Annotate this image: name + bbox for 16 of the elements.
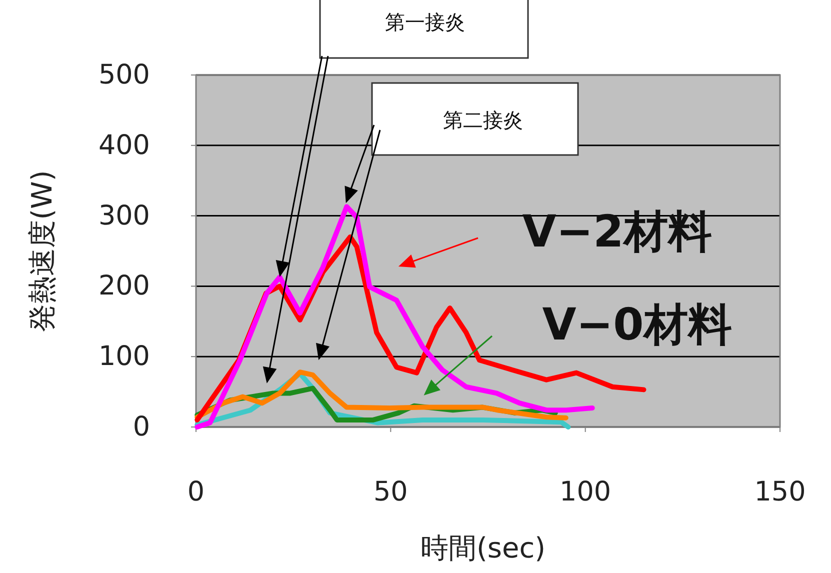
annotation: 第二接炎	[443, 108, 523, 132]
y-tick-label: 100	[98, 341, 150, 372]
x-tick-label: 50	[373, 476, 408, 508]
annotation: V−2材料	[522, 206, 712, 258]
y-tick-label: 300	[98, 200, 150, 232]
y-axis-title: 発熱速度(W)	[26, 170, 58, 332]
annotation: V−0材料	[542, 300, 732, 350]
x-tick-label: 100	[560, 476, 612, 508]
y-tick-label: 400	[98, 130, 150, 161]
x-tick-label: 150	[754, 476, 806, 508]
y-tick-label: 200	[98, 270, 150, 302]
x-tick-label: 0	[187, 476, 205, 508]
y-tick-label: 0	[132, 412, 150, 442]
x-axis-title: 時間(sec)	[420, 532, 546, 564]
y-tick-label: 500	[98, 60, 150, 90]
text: 第一接炎	[385, 10, 465, 34]
